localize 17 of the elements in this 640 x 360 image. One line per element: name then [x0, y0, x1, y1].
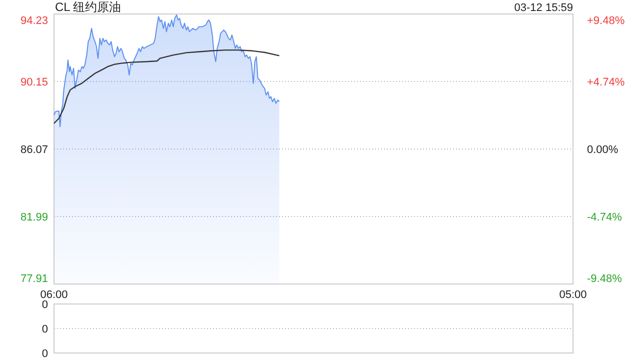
text: 0 [42, 324, 48, 336]
y-tick-label: 90.15 [20, 76, 48, 88]
y-tick-label: 94.23 [20, 15, 48, 27]
y2-tick-label: -4.74% [587, 212, 622, 224]
chart-title: CL 纽约原油 [55, 0, 122, 14]
x-tick-label: 06:00 [40, 289, 68, 301]
y2-tick-label: 0.00% [587, 144, 618, 156]
text: 0 [42, 348, 48, 360]
y2-tick-label: +4.74% [587, 76, 625, 88]
text: 0 [42, 299, 48, 311]
y-tick-label: 77.91 [20, 273, 48, 285]
x-tick-label: 05:00 [559, 289, 587, 301]
chart-subtitle: 03-12 15:59 [514, 2, 573, 14]
y2-tick-label: +9.48% [587, 15, 625, 27]
y-tick-label: 81.99 [20, 212, 48, 224]
y2-tick-label: -9.48% [587, 273, 622, 285]
y-tick-label: 86.07 [20, 144, 48, 156]
